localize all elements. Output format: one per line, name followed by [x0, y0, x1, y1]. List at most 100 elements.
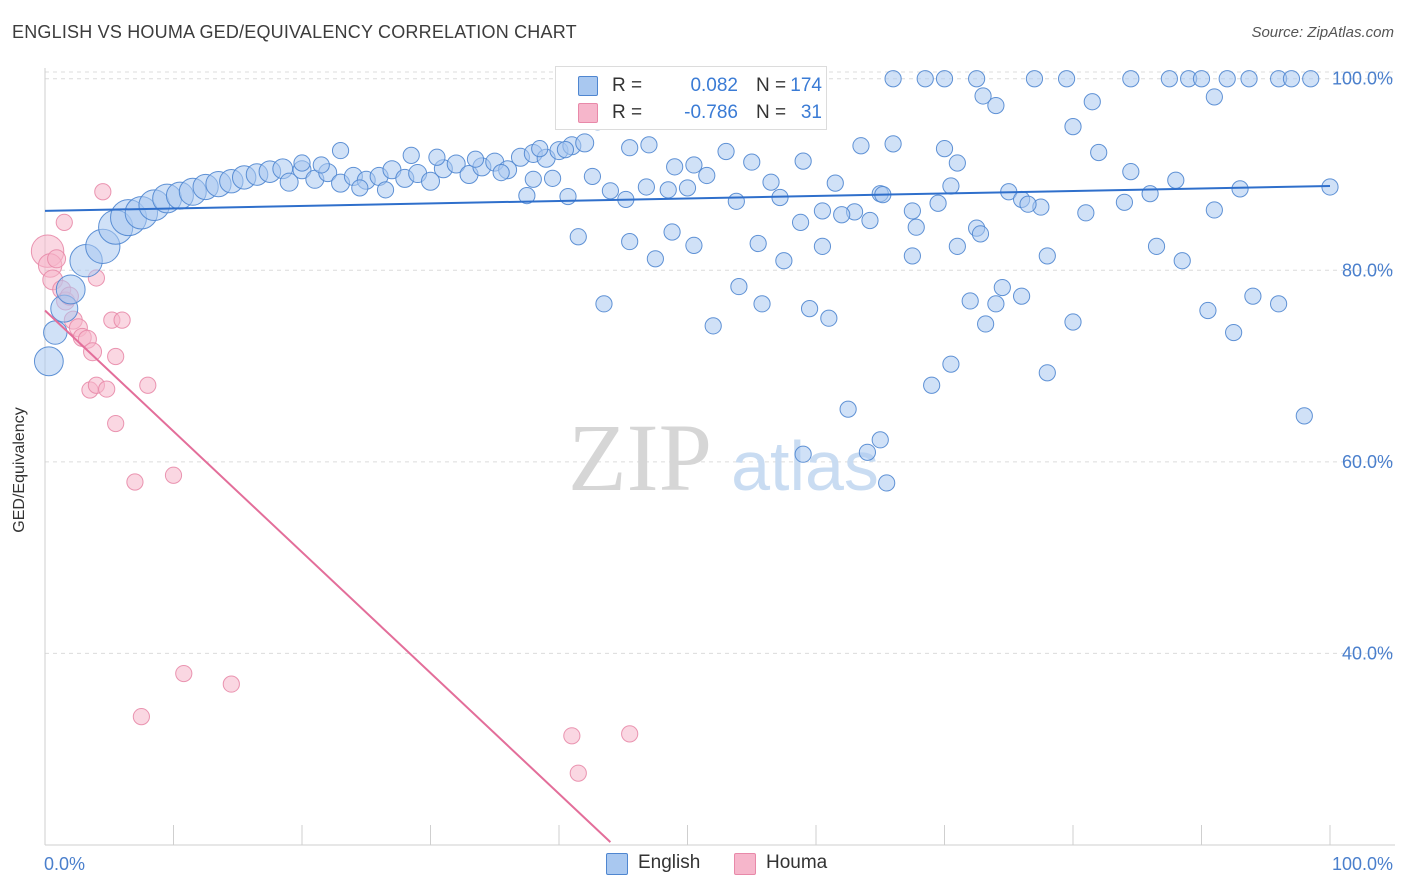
english-point: [524, 170, 542, 188]
n-label: N =: [756, 102, 787, 123]
english-point: [1115, 193, 1134, 211]
english-point: [1199, 301, 1217, 320]
english-point: [518, 186, 536, 205]
english-point: [1225, 323, 1243, 342]
english-point: [987, 96, 1005, 115]
english-point: [1141, 185, 1159, 203]
english-point: [1240, 70, 1258, 88]
english-point: [351, 179, 369, 197]
english-point: [884, 135, 902, 153]
english-point: [531, 140, 549, 158]
english-point: [1173, 252, 1191, 270]
english-point: [1090, 143, 1108, 162]
english-point: [794, 152, 812, 170]
english-point: [43, 320, 68, 345]
houma-point: [94, 183, 112, 201]
houma-point: [98, 380, 116, 398]
chart-title: ENGLISH VS HOUMA GED/EQUIVALENCY CORRELA…: [12, 22, 577, 42]
english-point: [971, 225, 990, 243]
houma-series: [30, 183, 639, 782]
english-point: [1282, 70, 1301, 88]
english-point: [775, 252, 793, 270]
english-point: [421, 171, 440, 191]
english-point: [794, 445, 812, 463]
y-tick-label: 100.0%: [1332, 69, 1393, 89]
english-point: [903, 202, 921, 220]
r-value-english: 0.082: [690, 75, 738, 96]
houma-point: [55, 213, 73, 232]
english-point: [942, 177, 960, 195]
r-label: R =: [612, 102, 643, 123]
english-point: [1025, 70, 1044, 88]
n-label: N =: [756, 75, 787, 96]
english-point: [583, 167, 602, 186]
english-point: [685, 236, 703, 254]
english-point: [569, 228, 587, 246]
houma-point: [47, 249, 67, 269]
english-point: [559, 187, 577, 206]
houma-point: [175, 664, 193, 683]
y-tick-label: 40.0%: [1342, 643, 1393, 663]
english-point: [1057, 70, 1076, 88]
english-point: [621, 232, 639, 251]
english-point: [935, 140, 954, 158]
houma-point: [107, 347, 125, 366]
english-point: [1270, 295, 1288, 313]
english-point: [878, 474, 896, 492]
english-point: [753, 295, 771, 313]
axes: [44, 68, 1395, 846]
stats-legend: R = 0.082 N = 174 R = -0.786 N = 31: [555, 66, 827, 130]
english-point: [727, 192, 745, 210]
english-point: [1122, 70, 1140, 88]
english-point: [1038, 364, 1056, 382]
english-point: [1013, 287, 1031, 305]
english-point: [987, 295, 1005, 313]
english-point: [977, 315, 995, 333]
english-point: [575, 133, 595, 153]
english-point: [446, 154, 466, 174]
english-point: [595, 295, 613, 313]
english-point: [678, 179, 697, 197]
english-point: [312, 156, 330, 174]
english-point: [543, 169, 562, 187]
r-label: R =: [612, 75, 643, 96]
english-point: [293, 154, 311, 172]
english-point: [762, 173, 780, 191]
series-legend: English Houma: [0, 852, 1406, 878]
english-point: [556, 141, 575, 159]
english-point: [637, 178, 655, 196]
houma-point: [83, 342, 103, 362]
english-point: [903, 247, 921, 265]
english-point: [833, 206, 851, 224]
houma-point: [139, 376, 157, 394]
english-point: [663, 223, 681, 241]
english-point: [428, 148, 446, 166]
houma-legend-label: Houma: [766, 852, 828, 873]
english-point: [826, 174, 844, 192]
english-point: [743, 153, 761, 171]
watermark-zip: ZIP: [568, 404, 712, 511]
english-point: [685, 156, 703, 174]
english-point: [1302, 70, 1320, 88]
english-point: [916, 70, 934, 88]
english-trend-line: [44, 185, 1331, 212]
english-point: [717, 142, 735, 161]
houma-point: [563, 727, 581, 745]
english-point: [907, 218, 925, 236]
english-swatch: [578, 76, 598, 96]
english-point: [929, 194, 947, 212]
houma-point: [113, 311, 131, 329]
english-point: [640, 136, 658, 154]
houma-legend-swatch: [734, 853, 756, 875]
y-tick-label: 80.0%: [1342, 260, 1393, 280]
houma-point: [107, 414, 125, 433]
trend-lines: [44, 185, 1331, 843]
english-legend-swatch: [606, 853, 628, 875]
english-point: [871, 431, 889, 449]
english-point: [659, 181, 677, 199]
english-point: [621, 139, 639, 157]
english-point: [1231, 180, 1249, 198]
x-tick-label-max: 100.0%: [1332, 854, 1393, 874]
english-point: [1160, 70, 1178, 88]
